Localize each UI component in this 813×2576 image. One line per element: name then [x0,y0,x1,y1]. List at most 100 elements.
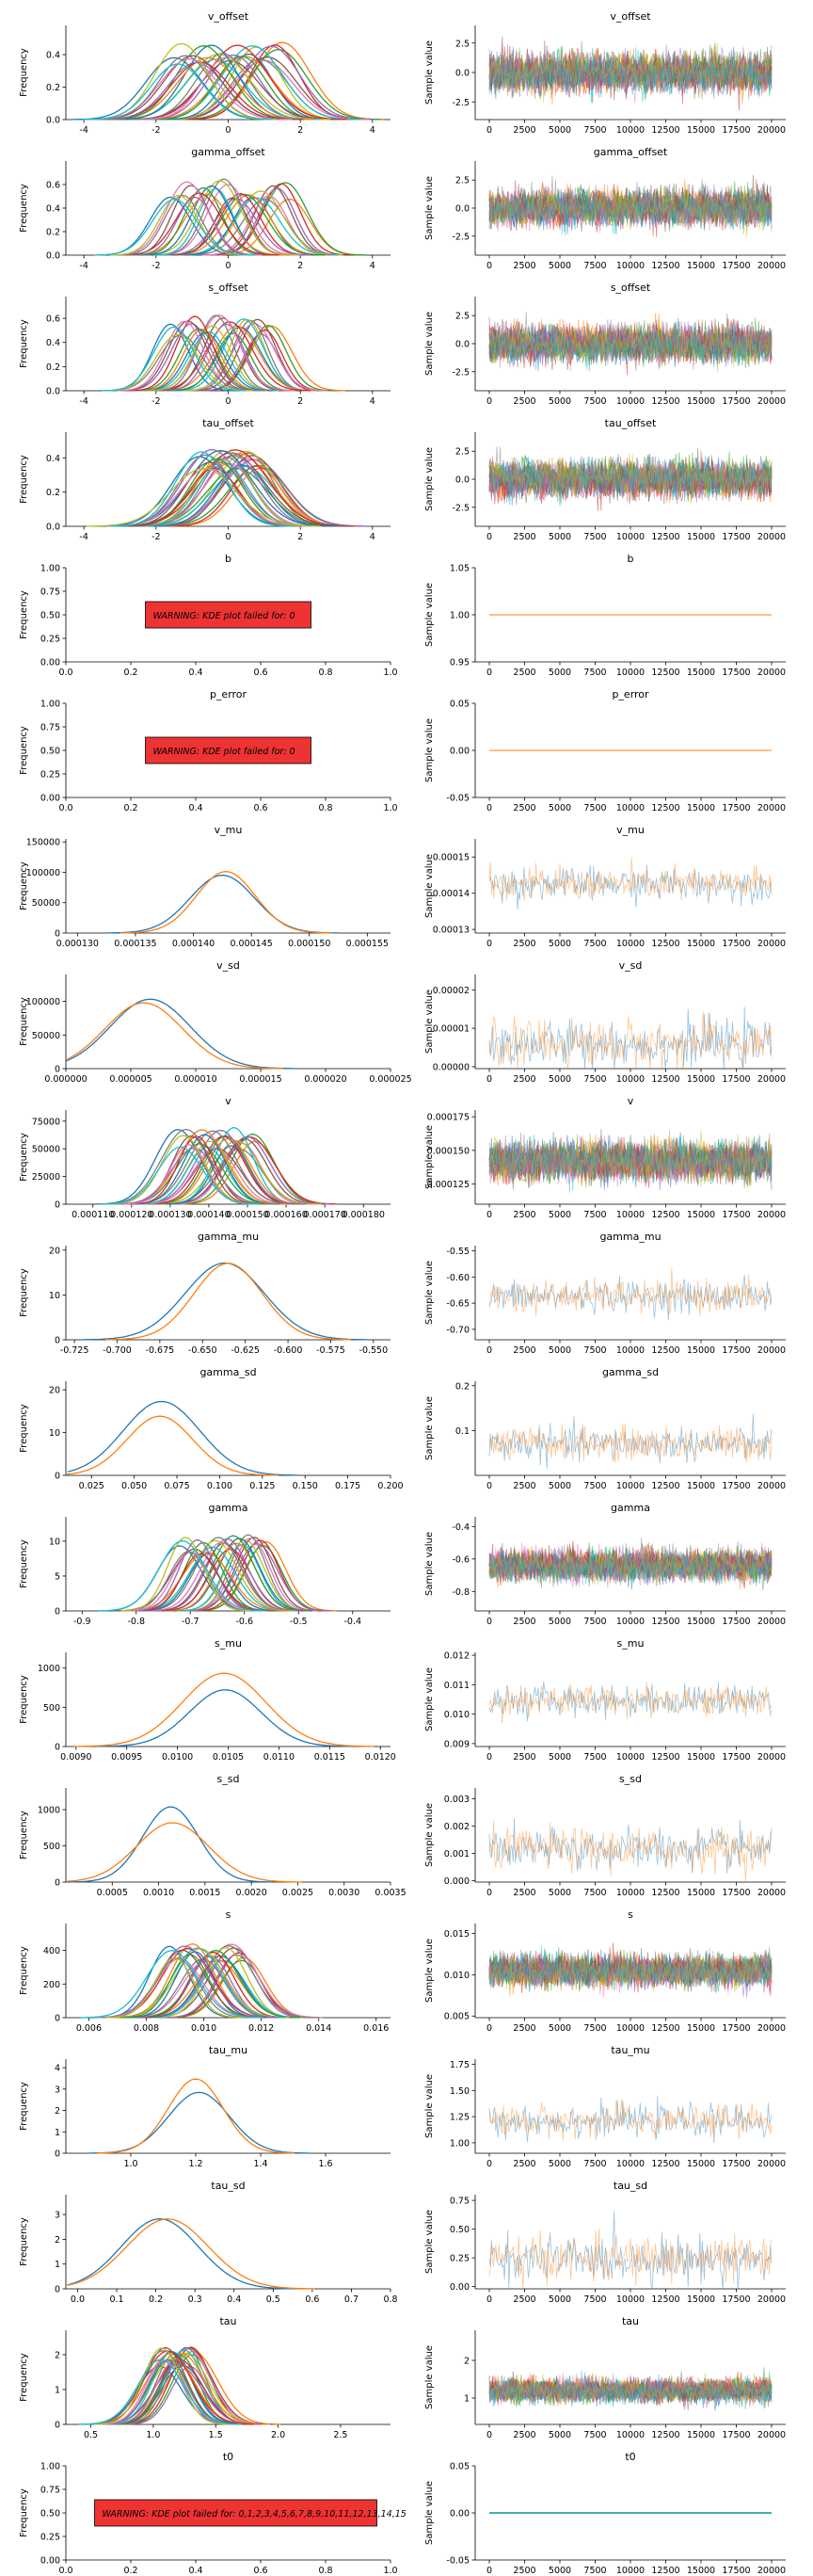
kde-p_error-xtick-label: 0.0 [58,803,72,813]
kde-tau_mu-ytick-label: 3 [55,2085,60,2095]
trace-tau_sd-ylabel: Sample value [424,2210,435,2274]
trace-p_error-ylabel: Sample value [424,718,435,782]
trace-panel-v_offset: v_offset Sample value -2.5 0.0 2.5 0 2500 5000 7… [424,10,786,136]
kde-s_offset-kde-line [146,325,279,392]
trace-tau_offset-xtick-label: 15000 [687,532,715,542]
kde-v_sd-ylabel: Frequency [19,997,29,1046]
kde-v-kde-line [106,1135,261,1205]
kde-panel-tau_offset: tau_offset Frequency 0.0 0.2 0.4 -4 -2 0 2 4 [19,417,391,542]
kde-p_error-xtick-label: 0.4 [188,803,202,813]
kde-panel-t0: t0 Frequency 0.00 0.25 0.50 0.75 1.00 0.0 0.2 0.4… [19,2451,406,2576]
trace-tau_mu-xtick-label: 20000 [757,2159,786,2169]
trace-v_mu-xtick-label: 12500 [651,939,679,949]
kde-v_offset-xtick-label: -2 [151,125,160,136]
trace-t0-title: t0 [625,2451,635,2463]
kde-gamma_offset-ytick-label: 0.2 [46,228,60,238]
kde-v-ytick-label: 50000 [32,1145,60,1155]
trace-gamma_offset-title: gamma_offset [594,146,668,158]
trace-v_sd-xtick-label: 5000 [549,1074,571,1085]
trace-v-ytick-label: 0.000150 [427,1146,470,1156]
trace-v-ytick-label: 0.000175 [427,1113,470,1123]
trace-p_error-xtick-label: 0 [486,803,492,813]
trace-t0-xtick-label: 20000 [757,2566,786,2576]
trace-tau_sd-ytick-label: 0.50 [450,2225,470,2235]
kde-s_mu-xtick-label: 0.0115 [314,1752,345,1763]
trace-gamma_sd-xtick-label: 15000 [687,1481,715,1491]
trace-v-xtick-label: 0 [486,1210,492,1220]
kde-gamma_offset-xtick-label: 0 [225,261,231,271]
kde-s-kde-line [131,1950,301,2019]
trace-v_offset-xtick-label: 10000 [616,125,645,136]
trace-p_error-ytick-label: -0.05 [446,794,470,804]
kde-v-ytick-label: 0 [55,1200,60,1211]
kde-gamma-ylabel: Frequency [19,1539,29,1588]
kde-b-warning-text: WARNING: KDE plot failed for: 0 [153,611,295,621]
trace-s_mu-xtick-label: 10000 [616,1752,645,1763]
kde-gamma-kde-line [98,1539,267,1612]
trace-s_mu-ytick-label: 0.010 [444,1710,470,1720]
trace-t0-ytick-label: 0.00 [450,2509,470,2520]
kde-v_sd-xtick-label: 0.000020 [304,1074,346,1085]
trace-tau_sd-xtick-label: 2500 [513,2294,535,2305]
kde-v-kde-line [101,1146,261,1205]
kde-gamma_offset-kde-line [124,185,258,256]
trace-tau_sd-xtick-label: 20000 [757,2294,786,2305]
trace-v-xtick-label: 12500 [651,1210,679,1220]
kde-b-ylabel: Frequency [19,590,29,639]
kde-gamma_sd-ytick-label: 0 [55,1472,60,1482]
kde-gamma_mu-kde-line [105,1263,351,1341]
trace-gamma_sd-xtick-label: 17500 [722,1481,750,1491]
kde-t0-xtick-label: 0.4 [188,2566,202,2576]
trace-v_sd-xtick-label: 17500 [722,1074,750,1085]
kde-s_sd-ytick-label: 500 [43,1842,60,1852]
kde-tau_mu-ytick-label: 0 [55,2149,60,2160]
kde-v-kde-line [145,1135,301,1205]
trace-s-ylabel: Sample value [424,1939,435,2003]
kde-tau_sd-xtick-label: 0.0 [71,2294,85,2305]
trace-s_offset-xtick-label: 0 [486,396,492,407]
trace-s_offset-xtick-label: 7500 [583,396,606,407]
kde-gamma-xtick-label: -0.5 [290,1617,308,1627]
kde-v_mu-ytick-label: 50000 [32,898,60,909]
kde-v_sd-kde-line [66,1002,284,1070]
kde-tau_sd-xtick-label: 0.7 [344,2294,359,2305]
trace-t0-xtick-label: 7500 [583,2566,606,2576]
trace-gamma_mu-xtick-label: 10000 [616,1345,645,1356]
kde-tau-xtick-label: 2.0 [271,2430,285,2440]
trace-panel-t0: t0 Sample value -0.05 0.00 0.05 0 2500 5000 7500… [424,2451,786,2576]
trace-v_offset-trace-line [488,43,773,92]
trace-s-xtick-label: 0 [486,2023,492,2034]
trace-s_mu-xtick-label: 17500 [722,1752,750,1763]
kde-s_offset-xtick-label: -4 [79,396,88,407]
trace-panel-tau_sd: tau_sd Sample value 0.00 0.25 0.50 0.75 0 2500 5… [424,2180,786,2305]
trace-v_mu-xtick-label: 20000 [757,939,786,949]
kde-gamma-kde-line [132,1539,263,1612]
kde-s_offset-ytick-label: 0.4 [46,338,60,348]
trace-b-xtick-label: 17500 [722,668,750,678]
trace-t0-xtick-label: 10000 [616,2566,645,2576]
kde-gamma_mu-ylabel: Frequency [19,1268,29,1317]
kde-b-ytick-label: 0.50 [40,611,60,621]
trace-s_sd-xtick-label: 0 [486,1888,492,1898]
trace-s_sd-xtick-label: 2500 [513,1888,535,1898]
trace-s-xtick-label: 10000 [616,2023,645,2034]
kde-v_sd-kde-line [66,998,295,1070]
kde-panel-v_mu: v_mu Frequency 0 50000 100000 150000 0.000130 0… [19,824,391,949]
kde-panel-s_sd: s_sd Frequency 0 500 1000 0.0005 0.0010 0.0015 0… [19,1773,406,1898]
kde-s_offset-kde-line [151,314,279,392]
trace-panel-gamma_offset: gamma_offset Sample value -2.5 0.0 2.5 0 2500 5… [424,146,786,271]
trace-b-ytick-label: 1.05 [450,564,470,574]
trace-tau_offset-xtick-label: 2500 [513,532,535,542]
trace-gamma_mu-xtick-label: 12500 [651,1345,679,1356]
kde-b-ytick-label: 1.00 [40,564,60,574]
kde-v_mu-xtick-label: 0.000155 [346,939,389,949]
kde-tau_sd-title: tau_sd [211,2180,245,2192]
trace-tau_sd-ytick-label: 0.25 [450,2254,470,2264]
kde-s_mu-kde-line [96,1689,355,1747]
kde-v_offset-kde-line [144,45,361,121]
trace-tau_offset-xtick-label: 10000 [616,532,645,542]
kde-gamma_mu-ytick-label: 10 [49,1291,60,1301]
trace-s_offset-xtick-label: 2500 [513,396,535,407]
trace-gamma_offset-xtick-label: 0 [486,261,492,271]
trace-s-trace-line [488,1948,773,1988]
